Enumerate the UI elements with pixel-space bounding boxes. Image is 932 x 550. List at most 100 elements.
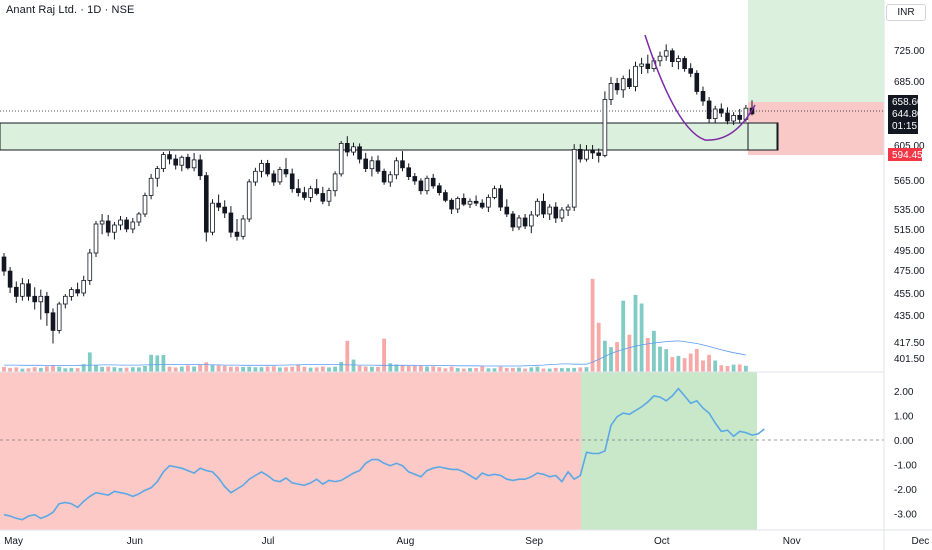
candle-body [363, 158, 368, 170]
candle-body [283, 169, 289, 175]
candle-body [246, 181, 252, 220]
candle [633, 61, 638, 92]
volume-bar [394, 364, 399, 372]
candle-body [559, 209, 565, 219]
candle-body [455, 197, 460, 210]
candle-body [26, 283, 31, 297]
volume-bar [302, 366, 307, 372]
candle-body [112, 224, 117, 233]
candle-body [197, 159, 203, 177]
target-badge [888, 95, 918, 108]
candle [639, 57, 644, 74]
candle [455, 196, 460, 213]
volume-bar [222, 365, 227, 372]
volume-bar [357, 365, 362, 372]
candle [179, 155, 185, 172]
volume-bar [688, 353, 693, 372]
candle [479, 199, 485, 209]
candle [326, 187, 332, 207]
candle-body [314, 188, 319, 194]
candle [412, 173, 418, 185]
currency-selector[interactable]: INR [886, 4, 926, 21]
volume-bar [652, 330, 656, 372]
candle-body [430, 177, 436, 187]
volume-bar [535, 366, 540, 372]
volume-bar [8, 367, 12, 372]
candle-body [676, 58, 681, 62]
candle-body [161, 154, 166, 170]
candle [682, 56, 687, 72]
candle [302, 186, 307, 201]
candle [20, 278, 25, 301]
stop-badge [888, 148, 922, 161]
volume-bar [694, 349, 699, 372]
candle [130, 218, 136, 234]
candle [381, 168, 387, 185]
candle [332, 171, 338, 197]
countdown-label: 01:15:37 [892, 121, 931, 132]
volume-bar [106, 366, 111, 372]
volume-bar [290, 366, 295, 372]
oscillator-background [0, 372, 757, 530]
volume-bar [265, 366, 270, 372]
volume-average-line [4, 340, 746, 367]
candle [737, 109, 742, 123]
candle [210, 199, 215, 236]
volume-bar [676, 355, 681, 372]
candle-body [259, 162, 264, 172]
candle-body [351, 146, 356, 153]
candle-body [590, 149, 595, 154]
volume-bar [204, 362, 209, 372]
candle-body [596, 152, 601, 156]
volume-bar [382, 338, 386, 372]
candle-body [608, 83, 614, 100]
candle [118, 216, 123, 231]
volume-bar [216, 365, 221, 372]
time-tick-label: May [4, 536, 23, 547]
candle-body [93, 223, 99, 254]
price-tick-label: 417.50 [894, 338, 925, 349]
candle-body [473, 200, 479, 204]
candle-body [731, 115, 736, 122]
candle [314, 179, 319, 196]
volume-bar [87, 352, 92, 372]
volume-bar [719, 365, 724, 372]
candle [418, 178, 424, 195]
volume-bar [192, 366, 196, 372]
oscillator-tick-label: -1.00 [894, 461, 917, 472]
candle [253, 167, 258, 186]
candle-body [712, 108, 718, 120]
volume-bar [320, 366, 325, 372]
candle [430, 173, 436, 189]
time-tick-label: Aug [397, 536, 415, 547]
candle [369, 156, 375, 177]
volume-bar [51, 365, 55, 372]
volume-bar [363, 366, 368, 372]
candle-body [63, 295, 68, 305]
candle-body [222, 206, 228, 214]
candle-body [522, 217, 528, 227]
volume-bar [621, 300, 626, 372]
candle-body [118, 219, 123, 226]
candle [504, 199, 510, 217]
candle [547, 204, 552, 220]
candle [240, 215, 246, 240]
volume-bar [327, 367, 331, 372]
volume-bar [388, 363, 393, 372]
candle [246, 179, 252, 222]
volume-bar [517, 367, 521, 372]
volume-bar [615, 342, 619, 372]
oscillator-positive-region [581, 372, 757, 530]
volume-bar [523, 368, 527, 372]
candle-body [541, 200, 546, 215]
candle-body [492, 188, 497, 198]
candle [510, 211, 516, 232]
candle-body [228, 212, 234, 233]
candle [112, 222, 117, 240]
candle [486, 194, 491, 212]
volume-bar [130, 367, 135, 372]
volume-bar [14, 367, 19, 372]
price-tick-label: 495.00 [894, 246, 925, 257]
candle [7, 267, 13, 293]
